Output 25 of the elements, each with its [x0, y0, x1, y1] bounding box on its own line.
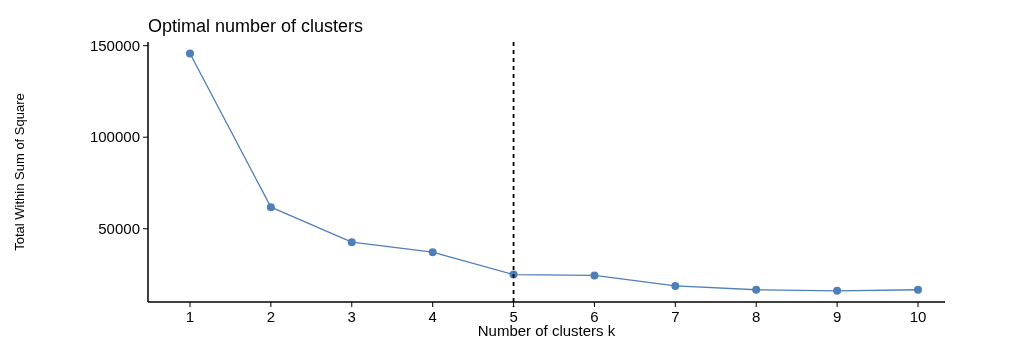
point	[914, 285, 922, 294]
x-tick-label: 1	[185, 308, 195, 325]
x-tick-label: 4	[428, 308, 437, 325]
x-tick-label: 7	[671, 308, 680, 325]
point	[347, 238, 356, 247]
point	[752, 285, 761, 294]
point	[671, 281, 680, 290]
x-tick-label: 9	[832, 308, 842, 325]
x-tick-label: 6	[590, 308, 599, 325]
y-tick-label: 100000	[89, 128, 140, 146]
x-tick-label: 2	[266, 308, 276, 325]
y-axis-title: Total Within Sum of Square	[12, 93, 27, 251]
x-tick-label: 5	[509, 308, 518, 325]
point	[428, 248, 437, 257]
x-tick-label: 3	[347, 308, 356, 325]
point	[590, 271, 599, 280]
x-axis-title: Number of clusters k	[477, 322, 616, 339]
x-tick-label: 10	[909, 308, 927, 325]
y-tick-label: 50000	[98, 220, 140, 238]
point	[186, 49, 194, 58]
x-tick-label: 8	[752, 308, 761, 325]
chart-title: Optimal number of clusters	[148, 16, 364, 36]
y-tick-label: 150000	[89, 36, 140, 54]
point	[833, 286, 842, 295]
point	[266, 203, 275, 212]
